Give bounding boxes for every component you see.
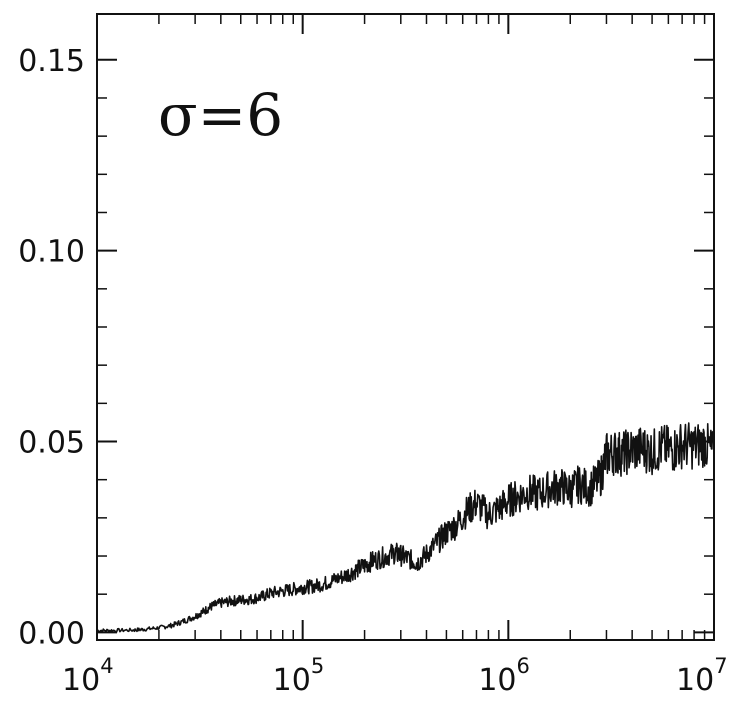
x-tick-label: 107 [676,654,728,698]
x-tick-label: 106 [478,654,530,698]
series-line [96,422,715,633]
sigma-annotation: σ=6 [158,81,283,149]
x-tick-label: 105 [273,654,325,698]
y-tick-label: 0.00 [18,616,85,651]
y-tick-label: 0.10 [18,235,85,270]
ticks-layer [96,14,715,640]
y-tick-label: 0.05 [18,426,85,461]
x-tick-label: 104 [62,654,114,698]
y-tick-label: 0.15 [18,44,85,79]
tick-labels-layer: 104 105 106 107 0.00 0.05 0.10 0.15 [18,44,727,698]
